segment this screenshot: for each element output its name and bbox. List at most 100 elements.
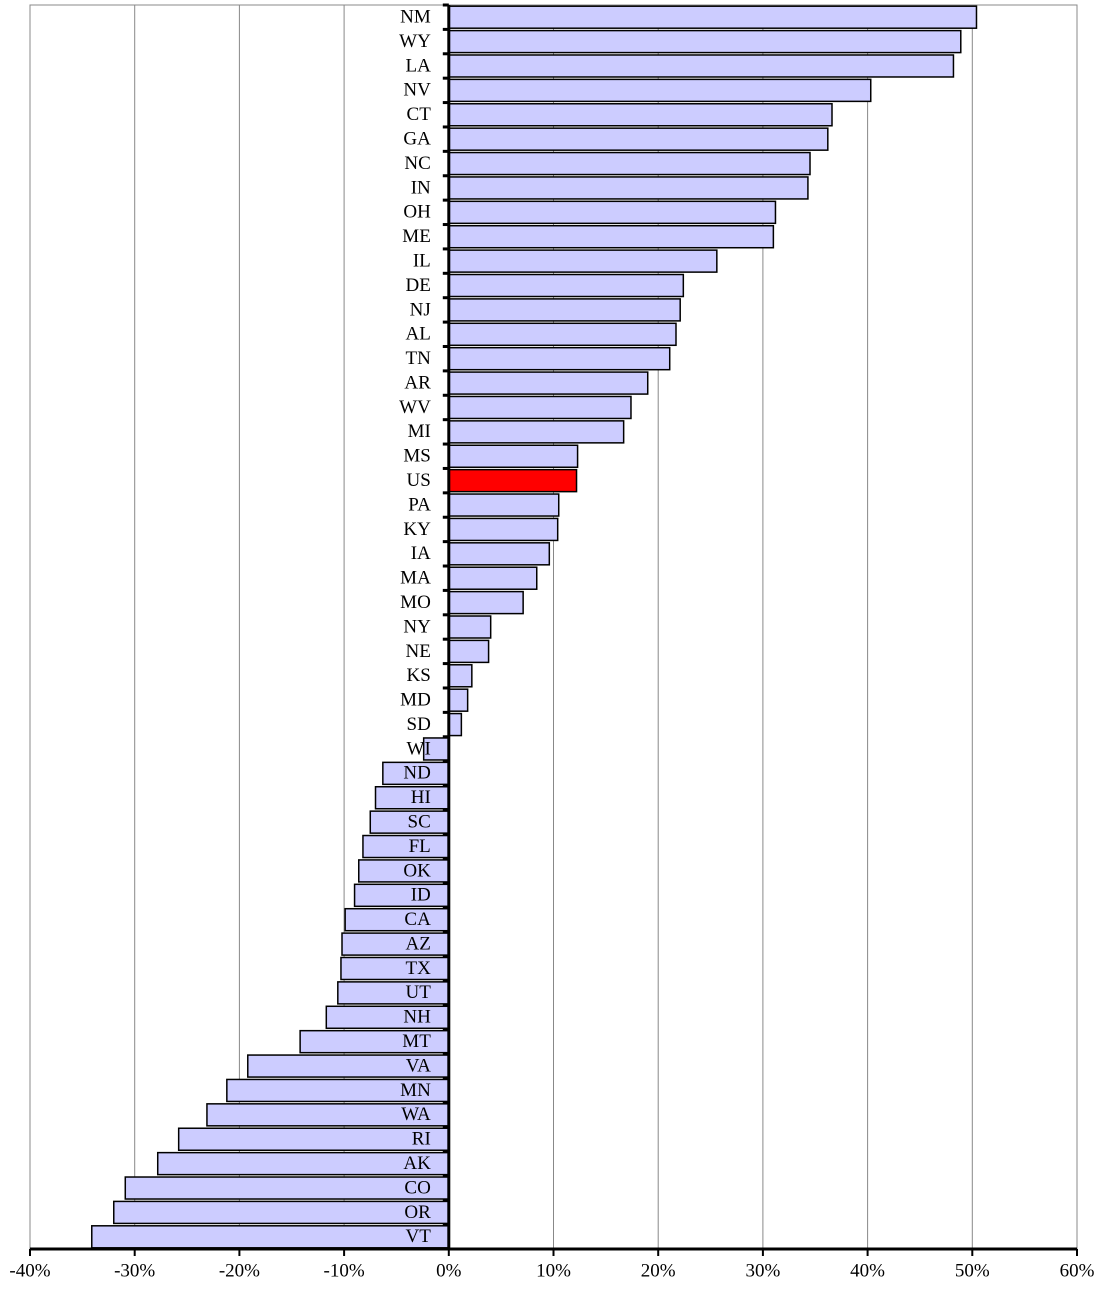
bar [448,566,538,590]
bar [448,493,560,517]
bar [448,29,962,54]
y-tick-label: KS [407,665,431,686]
y-tick-label: AZ [405,933,430,954]
x-tick-label: 60% [1060,1260,1095,1281]
bar [448,54,955,78]
y-tick-label: IL [413,250,431,271]
y-tick-label: WY [399,31,431,52]
bar [448,5,978,29]
bar [448,103,833,127]
bar [177,1127,450,1151]
bar [448,688,469,712]
y-tick-label: NE [405,641,430,662]
bar [337,981,450,1005]
bar [448,298,681,322]
y-tick-label: IA [411,543,431,564]
y-tick-label: MT [402,1031,431,1052]
y-tick-label: MN [400,1080,431,1101]
x-tick-label: -20% [219,1260,260,1281]
y-tick-label: ME [402,226,431,247]
y-tick-label: FL [409,836,431,857]
y-tick-label: HI [411,787,431,808]
bar [448,420,625,444]
y-tick-label: CA [404,909,431,930]
y-tick-label: VT [405,1226,431,1247]
y-tick-label: RI [412,1129,431,1150]
y-tick-label: KY [403,519,431,540]
y-tick-label: DE [405,275,430,296]
y-tick-label: UT [405,982,431,1003]
bar [448,322,677,347]
bar [113,1200,450,1225]
y-tick-label: SD [407,714,431,735]
x-tick-label: 50% [955,1260,990,1281]
bar [448,517,559,542]
y-tick-label: MO [400,592,431,613]
y-tick-label: AL [405,324,430,345]
bar [448,590,524,615]
bar [448,395,632,420]
bar [124,1176,450,1200]
bar [448,371,649,395]
bar [448,639,490,664]
bar [448,664,473,688]
bar [448,273,685,298]
x-tick-label: 20% [641,1260,676,1281]
y-tick-label: NM [400,7,431,28]
bar [448,542,551,566]
bar [448,346,671,371]
y-tick-label: MA [400,568,431,589]
y-tick-label: NC [404,153,430,174]
bar [448,224,775,249]
x-tick-label: 40% [850,1260,885,1281]
bar [448,78,872,103]
y-tick-label: AK [403,1153,431,1174]
y-tick-label: CT [407,104,432,125]
bar [448,200,777,225]
y-tick-label: MD [400,690,431,711]
y-tick-label: IN [411,177,431,198]
x-tick-label: -40% [9,1260,50,1281]
y-tick-label: AR [404,372,431,393]
x-tick-label: 30% [745,1260,780,1281]
y-tick-label: WV [399,397,431,418]
bar [448,249,718,273]
x-tick-label: -10% [324,1260,365,1281]
y-tick-label: NJ [410,299,431,320]
bar [448,151,811,176]
y-tick-label: TN [405,348,431,369]
x-tick-label: 10% [536,1260,571,1281]
bar [353,883,450,908]
bar [448,444,579,469]
y-tick-label: US [407,470,431,491]
bar [448,176,809,200]
y-tick-label: LA [405,55,431,76]
y-tick-label: NH [403,1007,431,1028]
bar [362,834,450,859]
y-tick-label: OR [404,1202,431,1223]
y-tick-label: MI [408,421,431,442]
y-tick-label: WA [401,1104,431,1125]
y-tick-label: SC [408,811,431,832]
bar [340,956,450,981]
y-tick-label: PA [408,494,431,515]
y-tick-label: ND [403,763,430,784]
y-tick-label: NV [403,80,431,101]
bar [448,127,829,151]
bar [448,712,463,737]
y-tick-label: NY [403,616,431,637]
bar [344,907,450,932]
bar [448,615,492,639]
y-tick-label: VA [406,1055,431,1076]
bar [341,932,450,956]
x-tick-label: 0% [436,1260,462,1281]
y-tick-label: OH [403,202,431,223]
y-tick-label: TX [405,958,431,979]
y-tick-label: MS [403,446,430,467]
x-tick-label: -30% [114,1260,155,1281]
y-tick-label: OK [403,860,431,881]
y-tick-label: GA [403,129,431,150]
y-tick-label: ID [411,885,431,906]
y-tick-label: WI [407,738,431,759]
